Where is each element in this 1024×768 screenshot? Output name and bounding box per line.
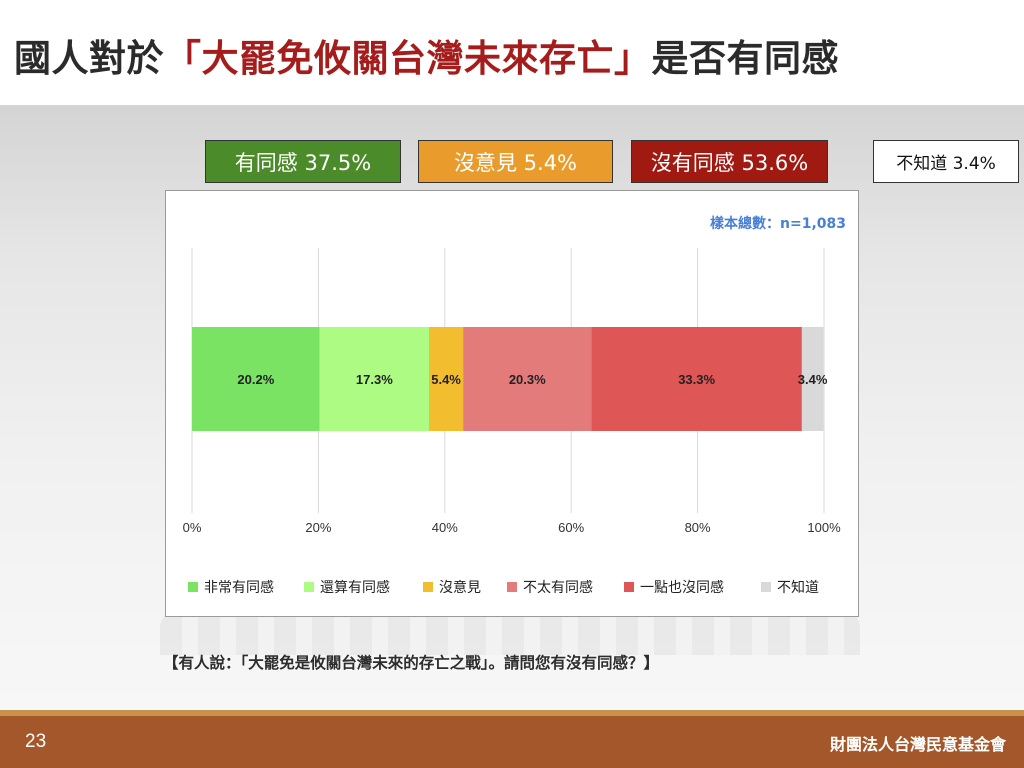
legend-swatch [304, 582, 314, 592]
legend-label: 沒意見 [439, 579, 481, 596]
legend-label: 非常有同感 [204, 579, 274, 596]
bar-segment [801, 327, 824, 431]
data-label: 17.3% [356, 372, 393, 387]
sample-size-label: 樣本總數：n=1,083 [710, 215, 846, 232]
page-number: 23 [25, 731, 47, 752]
title-prefix: 國人對於 [14, 37, 164, 80]
data-label: 20.3% [509, 372, 546, 387]
footer-bar [0, 710, 1024, 768]
x-tick-label: 20% [305, 520, 331, 535]
data-labels: 20.2% 17.3% 5.4% 20.3% 33.3% 3.4% [237, 372, 827, 387]
title-suffix: 是否有同感 [651, 37, 839, 80]
x-tick-label: 40% [432, 520, 458, 535]
x-tick-label: 60% [558, 520, 584, 535]
bar-segment [463, 327, 592, 431]
bar-segment [429, 327, 464, 431]
summary-no-opinion-box: 沒意見 5.4% [418, 140, 613, 183]
legend-label: 不知道 [777, 579, 819, 596]
x-tick-label: 80% [685, 520, 711, 535]
data-label: 3.4% [798, 372, 828, 387]
data-label: 5.4% [431, 372, 461, 387]
summary-disagree-box: 沒有同感 53.6% [631, 140, 828, 183]
legend-swatch [624, 582, 634, 592]
x-tick-label: 0% [183, 520, 202, 535]
bar-segment [591, 327, 802, 431]
stacked-bar-chart: 20.2% 17.3% 5.4% 20.3% 33.3% 3.4% 0% 20% 40% 60%… [183, 215, 846, 596]
x-tick-label: 100% [807, 520, 841, 535]
bar-segment [319, 327, 429, 431]
title-highlight: 「大罷免攸關台灣未來存亡」 [164, 37, 652, 80]
crowd-silhouette-decoration [160, 610, 860, 655]
chart-panel: 20.2% 17.3% 5.4% 20.3% 33.3% 3.4% 0% 20% 40% 60%… [165, 190, 859, 617]
data-label: 20.2% [237, 372, 274, 387]
title-bar: 國人對於「大罷免攸關台灣未來存亡」是否有同感 [0, 0, 1024, 105]
legend: 非常有同感 還算有同感 沒意見 不太有同感 一點也沒同感 不知道 [188, 579, 819, 596]
legend-label: 不太有同感 [523, 579, 593, 596]
page-title: 國人對於「大罷免攸關台灣未來存亡」是否有同感 [14, 28, 839, 82]
legend-swatch [423, 582, 433, 592]
bar-segment [192, 327, 320, 431]
bar-segments [192, 327, 824, 431]
summary-unknown-box: 不知道 3.4% [873, 140, 1019, 183]
summary-agree-box: 有同感 37.5% [205, 140, 401, 183]
legend-swatch [188, 582, 198, 592]
x-axis-ticks: 0% 20% 40% 60% 80% 100% [183, 520, 841, 535]
data-label: 33.3% [678, 372, 715, 387]
organization-name: 財團法人台灣民意基金會 [829, 735, 1006, 754]
legend-swatch [507, 582, 517, 592]
legend-swatch [761, 582, 771, 592]
survey-question: 【有人說：「大罷免是攸關台灣未來的存亡之戰」。請問您有沒有同感？】 [163, 654, 660, 672]
legend-label: 還算有同感 [320, 579, 390, 596]
legend-label: 一點也沒同感 [640, 579, 724, 596]
